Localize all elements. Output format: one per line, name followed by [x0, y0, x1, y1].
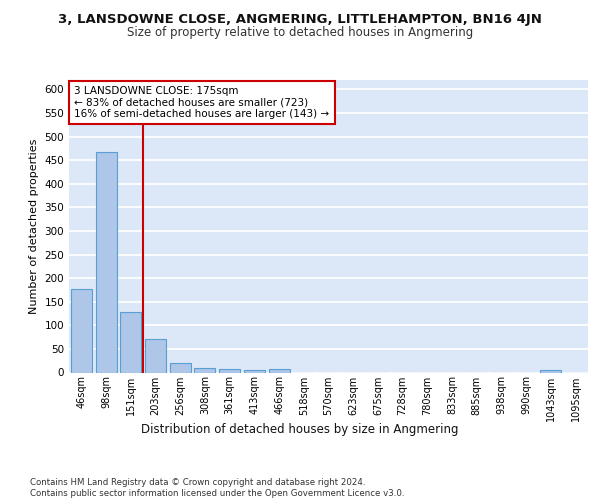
Bar: [244, 370, 265, 372]
Bar: [269, 369, 290, 372]
Text: 3, LANSDOWNE CLOSE, ANGMERING, LITTLEHAMPTON, BN16 4JN: 3, LANSDOWNE CLOSE, ANGMERING, LITTLEHAM…: [58, 12, 542, 26]
Text: Contains HM Land Registry data © Crown copyright and database right 2024.
Contai: Contains HM Land Registry data © Crown c…: [30, 478, 404, 498]
Bar: [541, 370, 562, 372]
Bar: [120, 312, 141, 372]
Bar: [219, 368, 240, 372]
Bar: [95, 152, 116, 372]
Text: 3 LANSDOWNE CLOSE: 175sqm
← 83% of detached houses are smaller (723)
16% of semi: 3 LANSDOWNE CLOSE: 175sqm ← 83% of detac…: [74, 86, 329, 119]
Text: Distribution of detached houses by size in Angmering: Distribution of detached houses by size …: [141, 422, 459, 436]
Y-axis label: Number of detached properties: Number of detached properties: [29, 138, 39, 314]
Bar: [194, 368, 215, 372]
Bar: [170, 363, 191, 372]
Text: Size of property relative to detached houses in Angmering: Size of property relative to detached ho…: [127, 26, 473, 39]
Bar: [71, 288, 92, 372]
Bar: [145, 340, 166, 372]
